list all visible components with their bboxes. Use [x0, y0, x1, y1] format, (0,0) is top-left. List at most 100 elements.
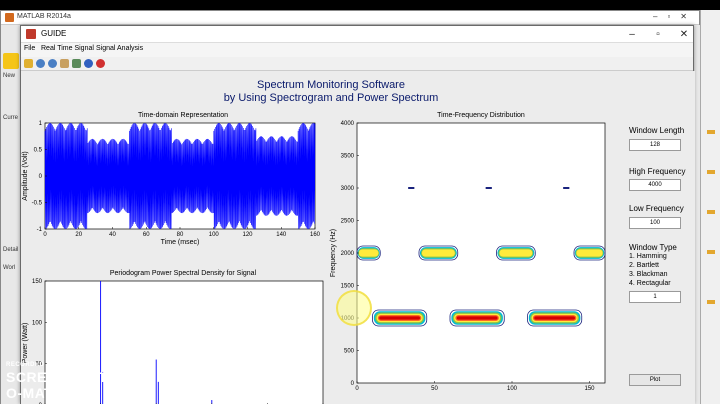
matlab-titlebar: MATLAB R2014a –▫✕ [1, 11, 699, 25]
pan-icon[interactable] [60, 59, 69, 68]
high-frequency-input[interactable]: 4000 [629, 179, 681, 191]
y-tick-label: 100 [32, 320, 43, 326]
tfd-component [379, 316, 420, 320]
y-tick-label: 0.5 [34, 148, 43, 154]
guide-titlebar: GUIDE – ▫ ✕ [21, 26, 693, 43]
x-tick-label: 160 [310, 232, 321, 238]
y-axis-label: Amplitude (Volt) [22, 151, 29, 200]
x-tick-label: 120 [242, 232, 253, 238]
high-frequency-label: High Frequency [629, 167, 686, 176]
window-type-input[interactable]: 1 [629, 291, 681, 303]
tfd-component [499, 249, 533, 257]
x-axis-label: Time (msec) [161, 239, 200, 246]
low-frequency-input[interactable]: 100 [629, 217, 681, 229]
zoom-out-icon[interactable] [48, 59, 57, 68]
tfd-component [485, 187, 492, 189]
tfd-component [534, 316, 575, 320]
matlab-logo-icon [5, 13, 14, 22]
window-type-option: 3. Blackman [629, 271, 668, 278]
x-tick-label: 40 [109, 232, 116, 238]
x-tick-label: 0 [355, 386, 359, 392]
x-tick-label: 140 [276, 232, 287, 238]
tfd-component [573, 245, 606, 261]
new-label: New [3, 73, 16, 79]
y-tick-label: 2500 [341, 219, 355, 225]
tfd-component [358, 249, 379, 257]
window-length-input[interactable]: 128 [629, 139, 681, 151]
time-domain-title: Time-domain Representation [137, 112, 228, 119]
editor-strip [700, 10, 720, 404]
y-axis-label: Power (Watt) [22, 323, 29, 364]
y-tick-label: 0 [351, 381, 355, 387]
y-tick-label: 150 [32, 279, 43, 285]
y-tick-label: 50 [35, 362, 42, 368]
menu-file[interactable]: File [24, 45, 36, 52]
y-tick-label: 1 [39, 121, 43, 127]
matlab-window-controls[interactable]: –▫✕ [653, 12, 697, 21]
zoom-in-icon[interactable] [36, 59, 45, 68]
x-tick-label: 0 [43, 232, 47, 238]
guide-title: GUIDE [41, 29, 67, 38]
plot-button[interactable]: Plot [629, 374, 681, 386]
app-title: Spectrum Monitoring Software by Using Sp… [161, 79, 501, 105]
stop-icon[interactable] [96, 59, 105, 68]
y-tick-label: 3500 [341, 154, 355, 160]
screencast-watermark: RECORDED WITH SCREENCAST-O-MATIC [6, 362, 126, 402]
x-tick-label: 80 [177, 232, 184, 238]
y-tick-label: -1 [37, 227, 43, 233]
figure-toolbar [21, 57, 693, 71]
x-tick-label: 100 [507, 386, 518, 392]
y-tick-label: -0.5 [32, 201, 43, 207]
window-type-option: 4. Rectagular [629, 280, 671, 287]
workspace-label: Worl [3, 265, 16, 271]
tfd-component [576, 249, 603, 257]
details-label: Detail [3, 247, 19, 253]
y-tick-label: 0 [39, 174, 43, 180]
matlab-title: MATLAB R2014a [17, 13, 71, 20]
menu-real-time-signal[interactable]: Real Time Signal [41, 45, 94, 52]
time-signal-line [44, 122, 316, 230]
x-tick-label: 50 [431, 386, 438, 392]
y-tick-label: 2000 [341, 251, 355, 257]
y-tick-label: 3000 [341, 186, 355, 192]
data-cursor-icon[interactable] [72, 59, 81, 68]
window-type-option: 2. Bartlett [629, 262, 659, 269]
maximize-button[interactable]: ▫ [656, 29, 660, 40]
guide-app-icon [26, 29, 36, 39]
window-length-label: Window Length [629, 126, 685, 135]
tfd-component [421, 249, 455, 257]
watermark-line2: SCREENCAST-O-MATIC [6, 369, 112, 401]
periodogram-title: Periodogram Power Spectral Density for S… [109, 270, 257, 277]
tfd-component [527, 309, 583, 327]
rotate-icon[interactable] [84, 59, 93, 68]
tfd-component [456, 316, 498, 320]
x-tick-label: 100 [209, 232, 220, 238]
tfd-axes [356, 122, 606, 384]
close-button[interactable]: ✕ [679, 29, 689, 40]
current-folder-label: Curre [3, 115, 19, 121]
watermark-line1: RECORDED WITH [6, 362, 64, 368]
menubar: File Real Time Signal Signal Analysis [21, 43, 693, 57]
menu-signal-analysis[interactable]: Signal Analysis [96, 45, 144, 52]
minimize-button[interactable]: – [629, 29, 635, 40]
x-tick-label: 20 [75, 232, 82, 238]
editor-marker [707, 210, 715, 214]
tfd-title: Time-Frequency Distribution [437, 112, 525, 119]
guide-window: GUIDE – ▫ ✕ File Real Time Signal Signal… [20, 25, 695, 404]
plots-area: 0 20 40 60 80 100 120 140 160 -1 -0.5 0 0.5 1 Time (ms… [22, 121, 606, 404]
tfd-component [372, 309, 428, 327]
app-title-line1: Spectrum Monitoring Software [257, 79, 405, 91]
window-type-label: Window Type [629, 243, 677, 252]
tfd-component [496, 245, 536, 261]
cursor-highlight [336, 290, 372, 326]
editor-marker [707, 250, 715, 254]
open-icon[interactable] [24, 59, 33, 68]
window-type-option: 1. Hamming [629, 253, 667, 260]
editor-marker [707, 170, 715, 174]
new-script-icon[interactable] [3, 53, 19, 69]
y-tick-label: 500 [344, 349, 355, 355]
periodogram-axes [44, 280, 324, 404]
tfd-component [408, 187, 415, 189]
editor-marker [707, 300, 715, 304]
x-tick-label: 60 [143, 232, 150, 238]
